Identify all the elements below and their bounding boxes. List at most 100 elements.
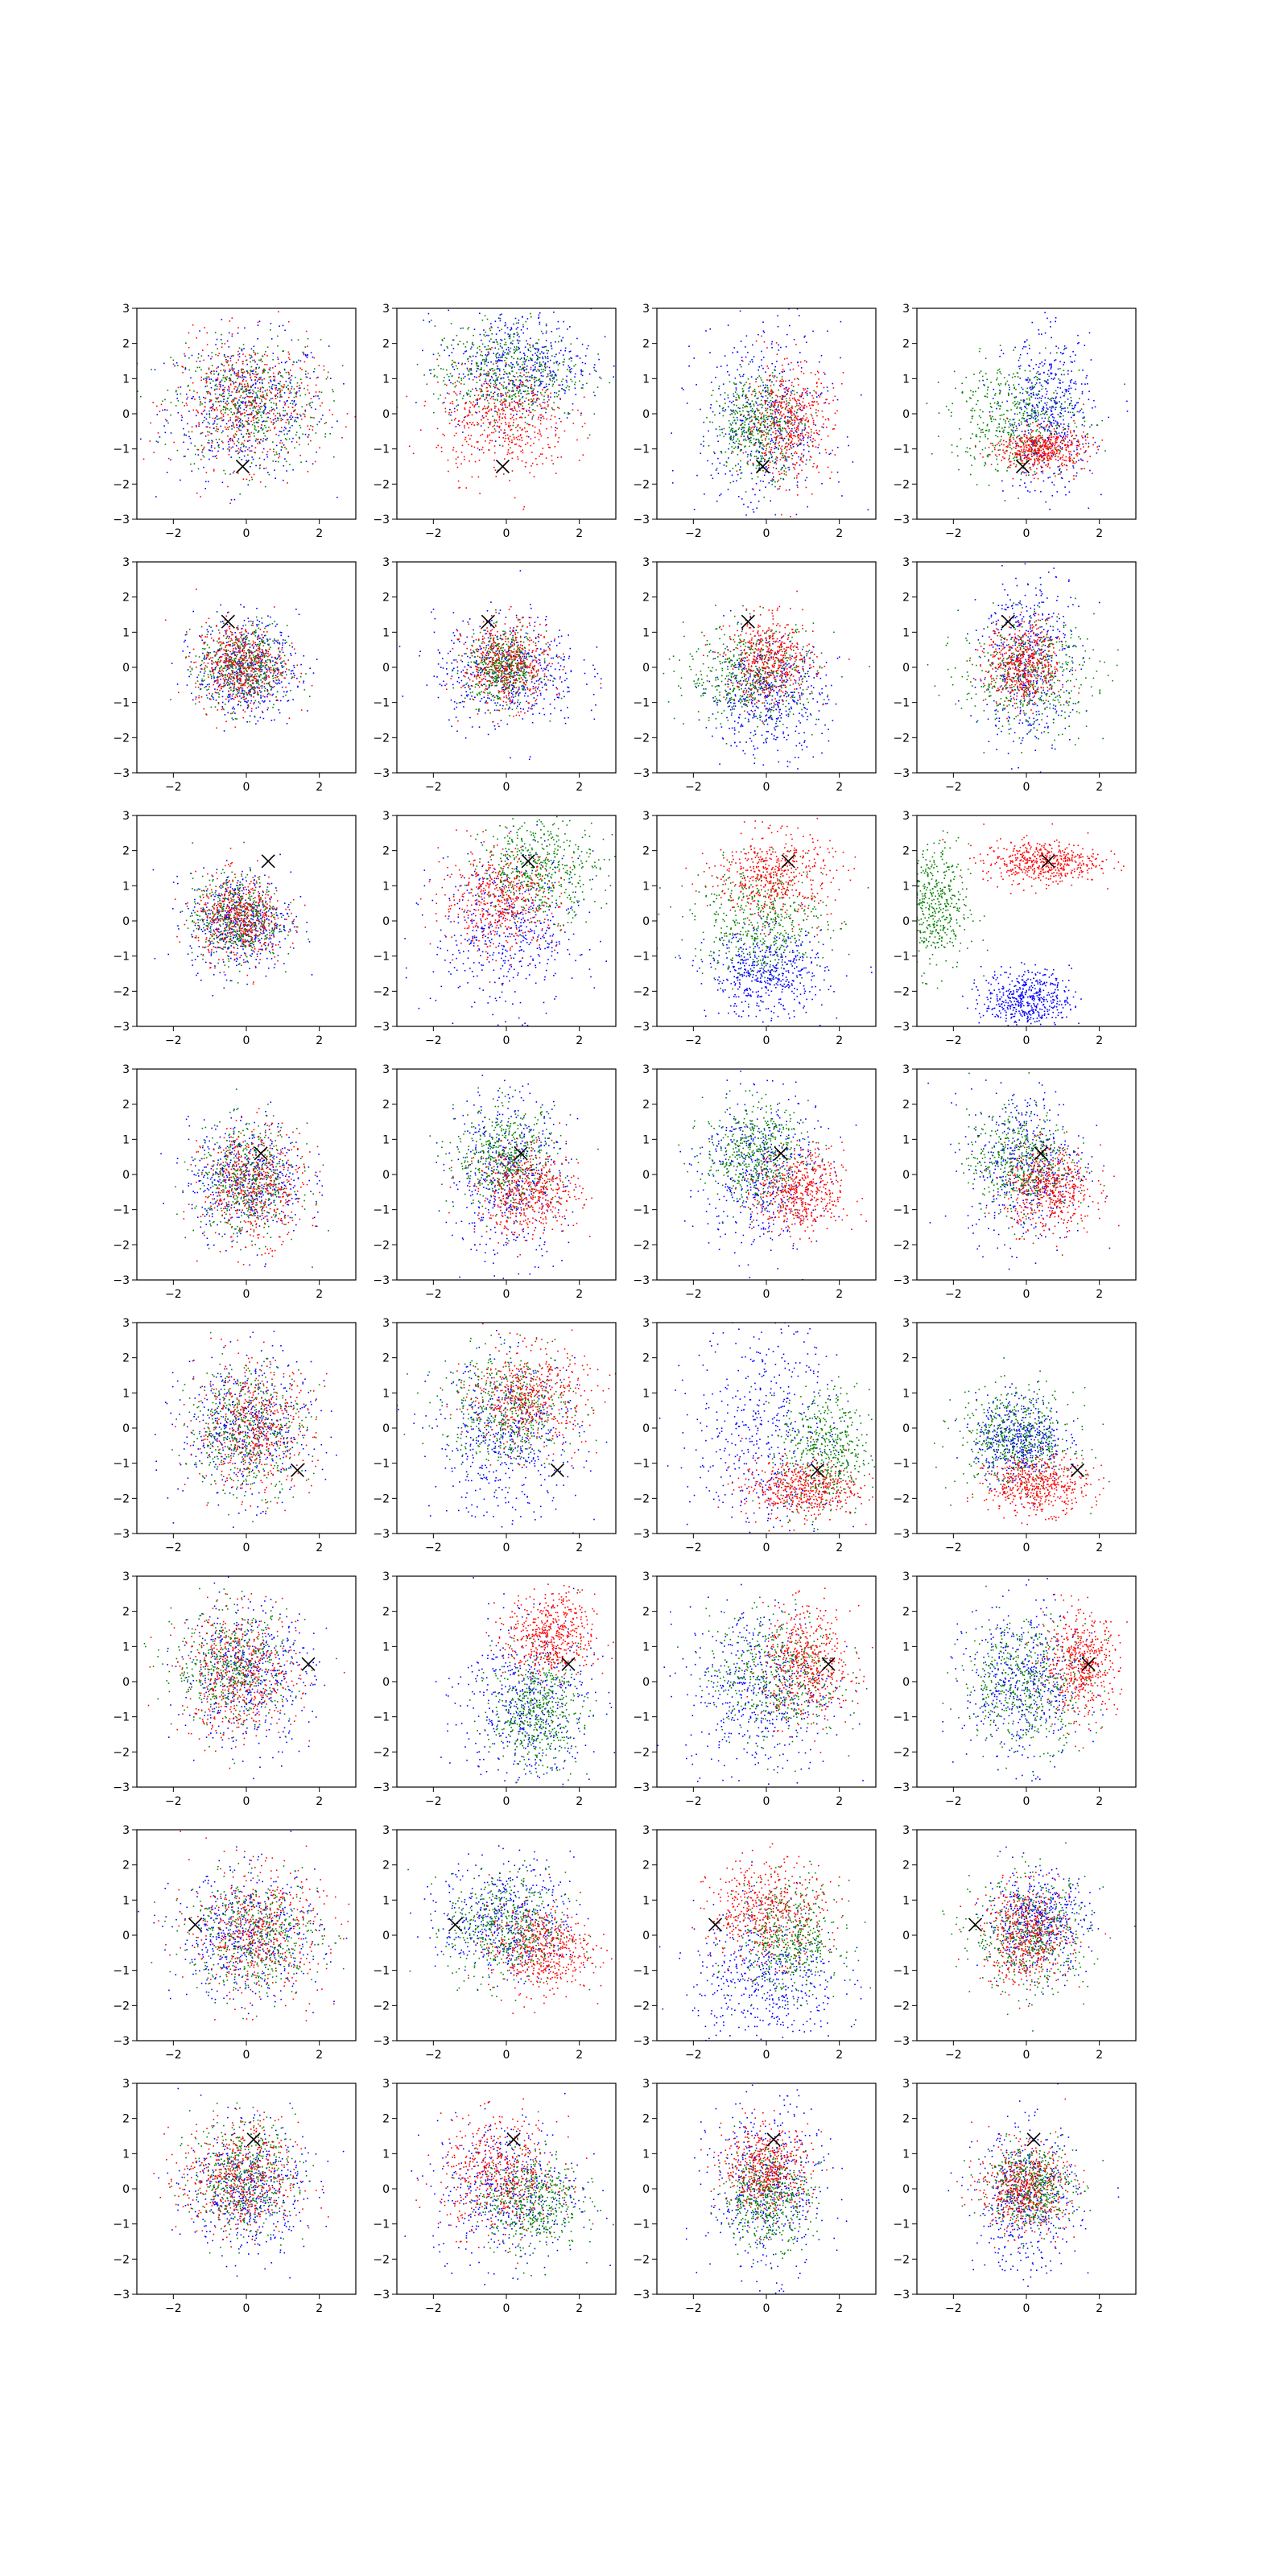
point-green: [302, 433, 303, 435]
point-green: [307, 337, 309, 340]
point-blue: [502, 347, 503, 349]
point-blue: [500, 394, 502, 397]
point-red: [247, 390, 250, 391]
point-red: [791, 415, 793, 416]
point-red: [238, 429, 240, 431]
point-red: [217, 354, 219, 357]
point-red: [790, 436, 791, 438]
point-blue: [787, 416, 789, 418]
point-blue: [1022, 388, 1024, 390]
point-red: [488, 375, 489, 377]
point-red: [776, 353, 778, 355]
point-green: [719, 434, 721, 436]
point-red: [255, 368, 257, 370]
point-red: [550, 392, 551, 394]
point-green: [536, 359, 538, 361]
point-green: [494, 422, 496, 423]
point-red: [481, 408, 484, 411]
point-green: [221, 379, 223, 381]
point-red: [440, 447, 443, 448]
point-red: [780, 448, 782, 449]
point-red: [805, 419, 807, 421]
point-blue: [480, 425, 482, 427]
point-red: [318, 391, 320, 393]
point-blue: [508, 383, 510, 386]
point-red: [794, 411, 795, 412]
point-red: [320, 405, 321, 407]
point-green: [538, 369, 540, 371]
point-green: [524, 390, 526, 392]
point-green: [546, 349, 547, 352]
point-blue: [1015, 396, 1018, 398]
point-red: [776, 460, 778, 461]
point-green: [801, 423, 803, 425]
point-green: [545, 323, 547, 325]
point-red: [235, 374, 237, 377]
point-green: [789, 431, 791, 433]
point-red: [787, 433, 790, 435]
point-blue: [1069, 380, 1071, 382]
point-green: [497, 343, 499, 345]
point-red: [206, 373, 208, 374]
point-red: [465, 440, 468, 443]
point-blue: [774, 375, 776, 377]
point-blue: [511, 343, 514, 345]
point-red: [228, 420, 229, 422]
point-blue: [252, 370, 254, 372]
point-green: [741, 388, 744, 390]
point-blue: [804, 427, 806, 429]
point-green: [734, 410, 737, 411]
point-green: [763, 416, 765, 418]
point-red: [246, 359, 248, 361]
point-green: [487, 349, 489, 350]
point-green: [452, 363, 453, 365]
point-blue: [1088, 332, 1091, 334]
point-red: [757, 409, 759, 411]
point-blue: [1018, 424, 1021, 427]
point-green: [782, 456, 785, 459]
point-blue: [269, 367, 271, 369]
point-blue: [1073, 450, 1075, 452]
point-green: [275, 404, 278, 406]
point-green: [728, 419, 730, 422]
point-green: [258, 411, 261, 413]
point-blue: [821, 482, 823, 485]
point-green: [534, 363, 536, 365]
point-red: [557, 441, 559, 443]
point-blue: [1051, 414, 1053, 415]
point-blue: [1063, 361, 1065, 364]
point-red: [775, 399, 778, 401]
point-red: [229, 379, 231, 382]
point-red: [461, 444, 464, 447]
point-green: [531, 401, 534, 402]
point-blue: [1064, 411, 1066, 412]
point-red: [801, 432, 803, 435]
point-green: [567, 385, 568, 387]
point-red: [802, 417, 804, 419]
point-green: [469, 374, 472, 375]
point-blue: [246, 460, 247, 461]
point-blue: [789, 369, 791, 371]
point-blue: [477, 365, 480, 367]
point-blue: [806, 459, 807, 461]
point-green: [508, 396, 510, 398]
point-green: [724, 392, 726, 394]
point-blue: [764, 387, 766, 389]
point-green: [514, 393, 517, 394]
point-blue: [1080, 458, 1082, 460]
point-green: [796, 435, 799, 437]
point-blue: [470, 363, 473, 365]
point-green: [763, 421, 766, 423]
point-red: [184, 405, 185, 407]
point-red: [774, 445, 776, 448]
point-blue: [1031, 382, 1033, 384]
point-blue: [530, 337, 531, 340]
point-blue: [1031, 404, 1034, 407]
point-green: [233, 411, 235, 414]
point-red: [807, 436, 810, 437]
point-red: [156, 405, 158, 407]
point-blue: [1043, 413, 1046, 415]
point-red: [531, 392, 534, 394]
point-blue: [751, 488, 753, 490]
point-green: [508, 372, 510, 374]
